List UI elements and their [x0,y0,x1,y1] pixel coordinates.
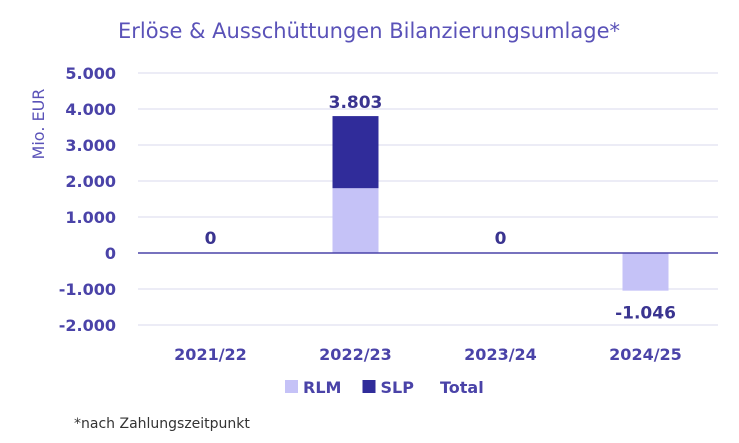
x-tick-label: 2023/24 [464,345,537,364]
legend-label-rlm: RLM [303,378,341,397]
x-tick-label: 2021/22 [174,345,247,364]
legend-swatch-rlm [285,380,298,393]
y-axis-label: Mio. EUR [29,89,48,160]
y-tick-label: 4.000 [65,100,116,119]
y-tick-label: 2.000 [65,172,116,191]
bar-rlm-2022-23 [332,188,379,253]
bar-slp-2022-23 [332,116,379,189]
y-tick-label: 5.000 [65,64,116,83]
y-tick-label: -1.000 [59,280,116,299]
x-tick-label: 2024/25 [609,345,682,364]
bars [332,116,669,291]
footnote: *nach Zahlungszeitpunkt [74,416,250,432]
chart-title: Erlöse & Ausschüttungen Bilanzierungsuml… [118,19,620,43]
data-label-2021-22: 0 [205,229,217,249]
legend-label-total: Total [440,378,484,397]
legend: RLM SLP Total [285,378,484,397]
x-axis-ticks: 2021/22 2022/23 2023/24 2024/25 [174,345,682,364]
bar-rlm-2024-25 [622,253,669,291]
data-label-2022-23: 3.803 [329,93,383,113]
y-tick-label: 0 [105,244,116,263]
y-tick-label: 3.000 [65,136,116,155]
legend-label-slp: SLP [381,378,415,397]
data-label-2024-25: -1.046 [615,304,676,324]
x-tick-label: 2022/23 [319,345,392,364]
data-label-2023-24: 0 [495,229,507,249]
y-axis-ticks: 5.000 4.000 3.000 2.000 1.000 0 -1.000 -2.000 [59,64,116,335]
gridlines [138,72,718,326]
y-tick-label: 1.000 [65,208,116,227]
y-tick-label: -2.000 [59,316,116,335]
data-labels: 0 3.803 0 -1.046 [205,93,676,324]
legend-swatch-slp [362,380,376,393]
